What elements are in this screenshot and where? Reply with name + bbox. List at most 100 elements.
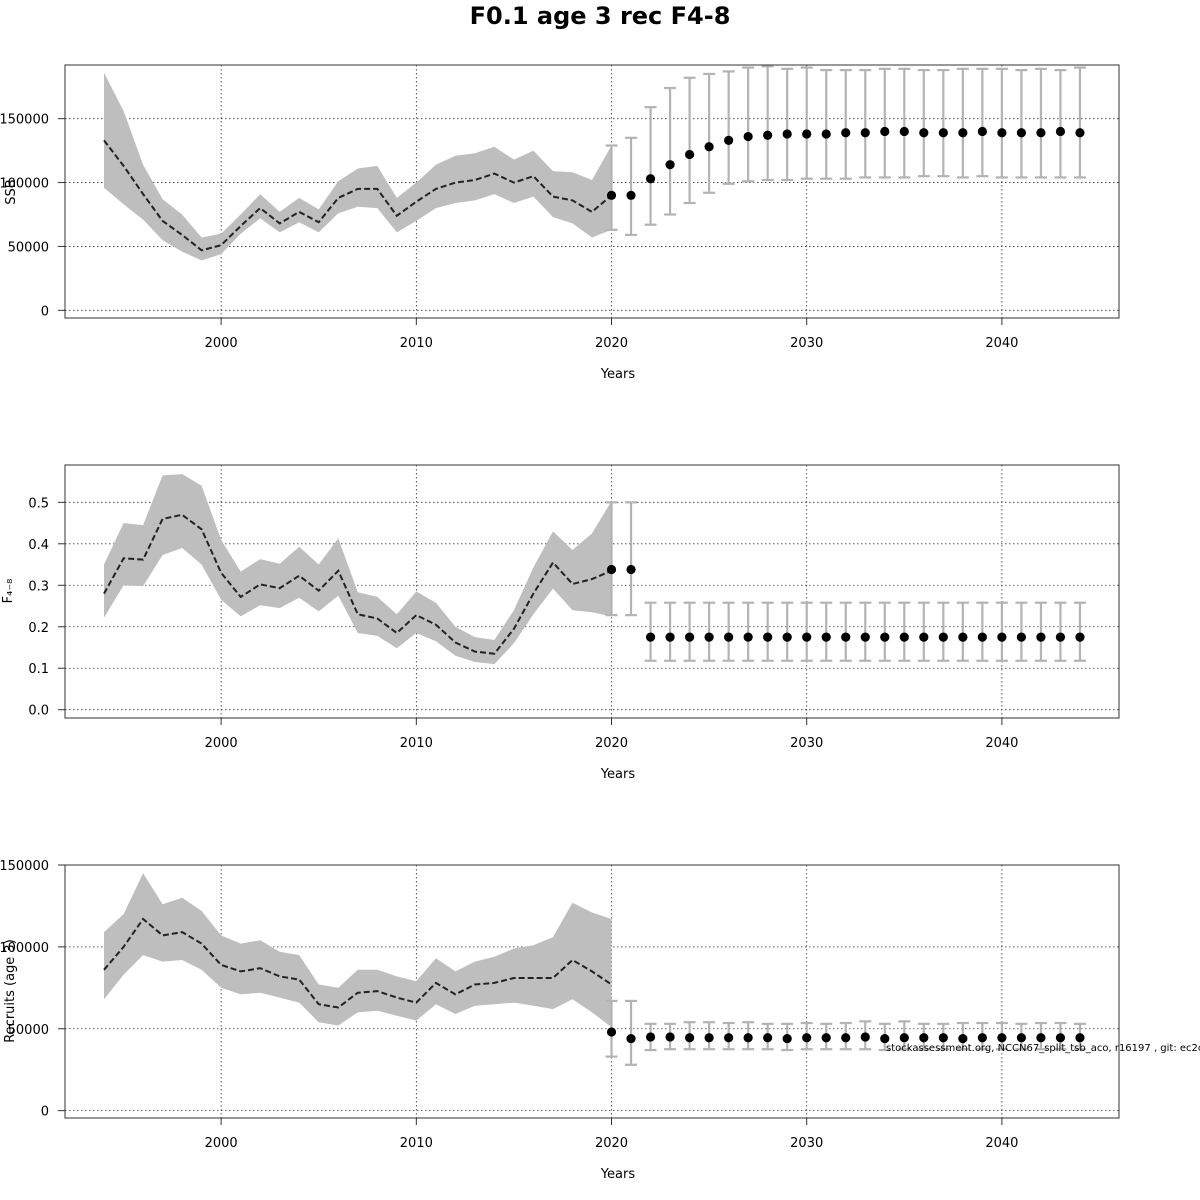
forecast-errorbar xyxy=(1015,69,1028,179)
y-tick-label: 100000 xyxy=(0,177,49,192)
confidence-band xyxy=(104,873,612,1028)
forecast-point xyxy=(802,632,812,642)
forecast-point xyxy=(880,1033,890,1044)
forecast-point xyxy=(1075,1033,1085,1043)
forecast-point xyxy=(958,632,968,642)
forecast-errorbar xyxy=(1034,601,1047,662)
x-tick-label: 2010 xyxy=(400,1136,433,1151)
forecast-point xyxy=(684,1033,695,1043)
forecast-errorbar xyxy=(703,72,716,194)
forecast-point xyxy=(899,126,909,137)
forecast-point xyxy=(1036,128,1046,138)
forecast-point xyxy=(743,131,753,142)
x-tick-label: 2000 xyxy=(205,1136,238,1151)
y-tick-label: 0.1 xyxy=(28,662,49,677)
x-tick-label: 2010 xyxy=(400,336,433,351)
forecast-point xyxy=(1016,128,1027,138)
forecast-errorbar xyxy=(605,144,618,231)
forecast-errorbar xyxy=(683,76,696,205)
x-tick-label: 2010 xyxy=(400,736,433,751)
x-axis-label: Years xyxy=(600,367,636,382)
forecast-errorbar xyxy=(839,69,852,180)
plot-frame xyxy=(64,864,1120,1119)
x-tick-label: 2040 xyxy=(985,1136,1018,1151)
forecast-point xyxy=(802,1033,812,1043)
forecast-point xyxy=(626,190,636,200)
y-tick-label: 0 xyxy=(41,1105,49,1120)
forecast-point xyxy=(1036,632,1046,642)
forecast-point xyxy=(821,129,831,139)
forecast-errorbar xyxy=(625,136,638,237)
forecast-point xyxy=(821,632,831,642)
forecast-errorbar xyxy=(1015,601,1028,662)
forecast-errorbar xyxy=(742,66,755,183)
forecast-errorbar xyxy=(761,601,774,662)
x-tick-label: 2030 xyxy=(790,1136,823,1151)
plot-frame xyxy=(64,64,1120,319)
forecast-point xyxy=(841,1033,851,1043)
x-tick-label: 2020 xyxy=(595,736,628,751)
forecast-errorbar xyxy=(898,601,911,662)
y-axis-label: SSB xyxy=(4,179,19,204)
forecast-errorbar xyxy=(878,67,891,179)
forecast-errorbar xyxy=(703,601,716,662)
forecast-errorbar xyxy=(976,601,989,662)
forecast-point xyxy=(841,632,851,642)
forecast-point xyxy=(684,149,695,160)
forecast-errorbar xyxy=(781,601,794,662)
y-tick-label: 150000 xyxy=(0,113,49,128)
x-tick-label: 2030 xyxy=(790,736,823,751)
forecast-point xyxy=(1055,1033,1066,1043)
forecast-errorbar xyxy=(917,69,930,178)
forecast-errorbar xyxy=(898,67,911,179)
plot-frame xyxy=(64,464,1120,719)
forecast-point xyxy=(665,160,675,170)
forecast-point xyxy=(724,1033,734,1043)
forecast-point xyxy=(1016,1033,1027,1043)
forecast-errorbar xyxy=(761,65,774,182)
forecast-point xyxy=(997,1033,1007,1043)
forecast-point xyxy=(938,1033,948,1043)
chart-title: F0.1 age 3 rec F4-8 xyxy=(470,2,731,30)
forecast-errorbar xyxy=(1073,601,1086,662)
forecast-point xyxy=(977,632,987,642)
forecast-point xyxy=(977,126,987,137)
y-tick-label: 0.0 xyxy=(28,704,49,719)
forecast-point xyxy=(977,1033,987,1043)
y-tick-label: 0 xyxy=(41,304,49,319)
y-tick-label: 50000 xyxy=(8,1023,49,1038)
forecast-point xyxy=(919,128,929,138)
estimate-line xyxy=(103,513,612,655)
forecast-point xyxy=(606,190,617,200)
forecast-errorbar xyxy=(937,601,950,662)
forecast-point xyxy=(860,1032,870,1042)
forecast-point xyxy=(821,1033,831,1043)
forecast-errorbar xyxy=(976,67,989,178)
forecast-point xyxy=(626,1033,636,1044)
confidence-band xyxy=(104,474,612,665)
forecast-point xyxy=(841,128,851,138)
forecast-point xyxy=(704,632,714,642)
y-axis-label: Recruits (age 3) xyxy=(3,939,18,1043)
forecast-point xyxy=(645,1032,656,1042)
forecast-point xyxy=(958,128,968,138)
forecast-point xyxy=(1055,126,1066,137)
forecast-point xyxy=(880,632,890,642)
forecast-errorbar xyxy=(820,69,833,180)
forecast-point xyxy=(626,564,636,575)
confidence-band xyxy=(104,72,612,261)
x-tick-label: 2000 xyxy=(205,336,238,351)
forecast-point xyxy=(1036,1033,1046,1043)
forecast-point xyxy=(997,128,1007,138)
x-tick-label: 2040 xyxy=(985,336,1018,351)
y-tick-label: 0.5 xyxy=(28,496,49,511)
forecast-errorbar xyxy=(625,999,638,1066)
forecast-errorbar xyxy=(839,601,852,662)
forecast-point xyxy=(919,1033,929,1043)
footer-credit: stockassessment.org, NCCN67_split_tsb_ac… xyxy=(886,1043,1200,1054)
forecast-errorbar xyxy=(937,69,950,178)
forecast-point xyxy=(763,632,773,642)
forecast-errorbar xyxy=(800,66,813,180)
y-tick-label: 0.3 xyxy=(28,579,49,594)
forecast-errorbar xyxy=(644,106,657,226)
